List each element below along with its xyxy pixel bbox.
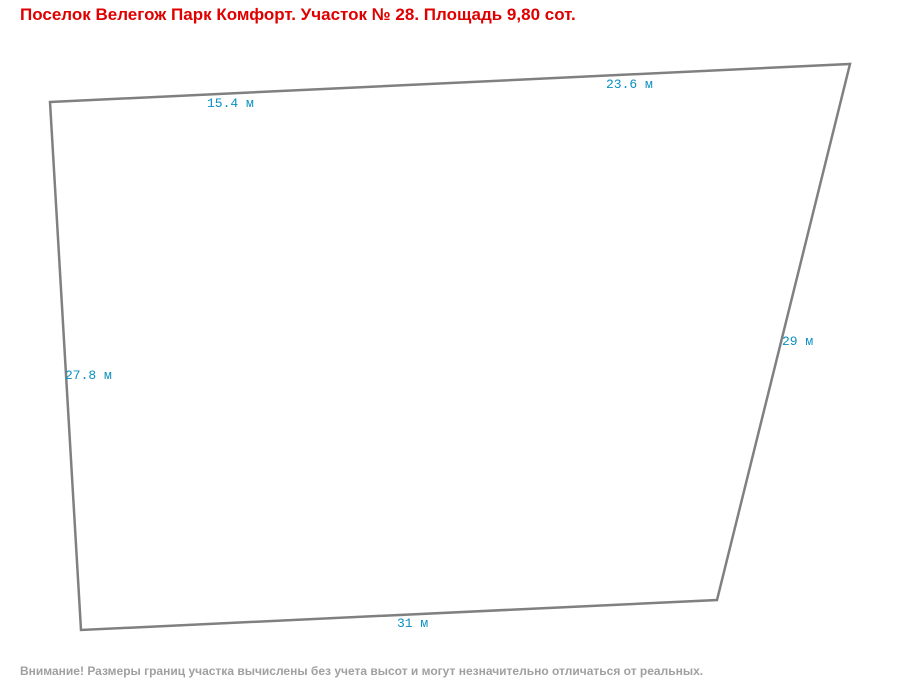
- edge-label: 29 м: [782, 334, 813, 349]
- edge-label: 31 м: [397, 616, 428, 631]
- edge-label: 15.4 м: [207, 96, 254, 111]
- note: Внимание! Размеры границ участка вычисле…: [20, 664, 703, 678]
- edge-label: 27.8 м: [65, 368, 112, 383]
- edge-label: 23.6 м: [606, 77, 653, 92]
- plot-boundary: [48, 62, 852, 632]
- title: Поселок Велегож Парк Комфорт. Участок № …: [20, 5, 576, 24]
